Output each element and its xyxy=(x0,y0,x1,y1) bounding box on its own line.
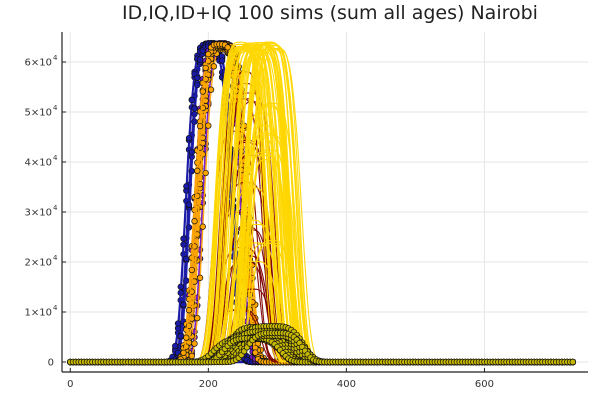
series-line-23 xyxy=(70,46,575,363)
series-point xyxy=(194,74,201,82)
series-point xyxy=(199,223,206,230)
series-point xyxy=(183,183,190,190)
series-point xyxy=(188,96,195,104)
series-point xyxy=(172,342,179,350)
series-point xyxy=(210,63,218,70)
series-line-26 xyxy=(70,45,575,363)
series-point xyxy=(196,274,204,281)
series-line-6 xyxy=(70,43,575,363)
series-line-7 xyxy=(70,45,575,363)
series-line-5 xyxy=(70,47,575,363)
series-point xyxy=(202,169,209,177)
series-line-20 xyxy=(70,47,575,363)
series-point xyxy=(177,332,184,340)
series-point xyxy=(218,57,226,64)
series-line-14 xyxy=(70,43,575,363)
series-line-4 xyxy=(70,43,575,363)
series-group xyxy=(67,39,576,366)
series-point xyxy=(207,86,215,93)
series-point xyxy=(177,283,184,290)
series-point xyxy=(185,201,193,208)
series-line-3 xyxy=(70,43,575,363)
series-line-27 xyxy=(70,43,575,363)
series-line-12 xyxy=(70,42,575,363)
series-line-13 xyxy=(70,47,575,363)
series-point xyxy=(191,118,198,125)
series-line-8 xyxy=(70,47,575,363)
series-point xyxy=(205,122,212,129)
series-line-10 xyxy=(70,43,575,363)
series-line-24 xyxy=(70,45,575,363)
series-line-18 xyxy=(70,46,575,363)
series-point xyxy=(188,167,195,175)
series-line-22 xyxy=(70,46,575,363)
series-line-21 xyxy=(70,48,575,363)
series-point xyxy=(191,340,198,347)
series-point xyxy=(188,352,195,360)
series-line-9 xyxy=(70,43,575,363)
series-point xyxy=(174,320,182,327)
series-line-19 xyxy=(70,43,575,363)
series-point xyxy=(183,255,190,262)
series-point xyxy=(194,314,201,322)
series-line-0 xyxy=(70,44,575,363)
series-line-2 xyxy=(70,47,575,363)
series-line-25 xyxy=(70,45,575,363)
chart-title: ID,IQ,ID+IQ 100 sims (sum all ages) Nair… xyxy=(122,2,538,24)
series-point xyxy=(188,148,195,156)
series-point xyxy=(196,56,204,63)
series-line-15 xyxy=(70,43,575,363)
series-line-1 xyxy=(70,42,575,363)
series-point xyxy=(180,235,187,242)
series-point xyxy=(185,134,193,142)
series-point xyxy=(191,105,198,112)
series-point xyxy=(185,224,193,231)
series-line-17 xyxy=(70,46,575,363)
grid-lines xyxy=(62,32,588,372)
series-point xyxy=(180,301,187,308)
series-line-16 xyxy=(70,45,575,363)
series-line-11 xyxy=(70,46,575,363)
